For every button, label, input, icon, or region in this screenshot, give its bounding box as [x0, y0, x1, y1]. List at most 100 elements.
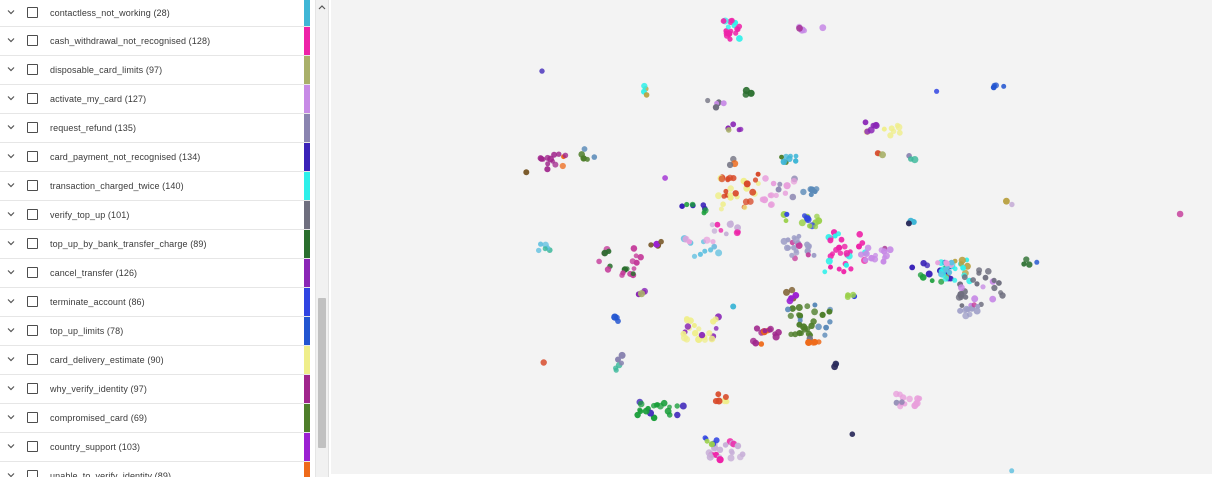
- scatter-point[interactable]: [1176, 210, 1184, 218]
- category-checkbox[interactable]: [27, 354, 38, 365]
- scatter-point[interactable]: [631, 266, 637, 271]
- scatter-point[interactable]: [795, 304, 803, 311]
- scatter-point[interactable]: [630, 271, 636, 277]
- scatter-point[interactable]: [943, 259, 949, 265]
- scatter-point[interactable]: [935, 260, 941, 266]
- scatter-point[interactable]: [812, 189, 818, 195]
- scatter-point[interactable]: [925, 270, 933, 278]
- chevron-down-icon[interactable]: [6, 64, 16, 74]
- scatter-point[interactable]: [843, 262, 850, 268]
- scatter-point[interactable]: [899, 394, 907, 401]
- scatter-point[interactable]: [976, 270, 982, 276]
- scatter-point[interactable]: [899, 399, 905, 405]
- scatter-point[interactable]: [863, 250, 870, 257]
- category-row[interactable]: cash_withdrawal_not_recognised (128): [0, 27, 310, 56]
- scatter-point[interactable]: [637, 254, 644, 261]
- scatter-point[interactable]: [1034, 259, 1040, 265]
- scatter-point[interactable]: [770, 180, 777, 187]
- scatter-point[interactable]: [633, 253, 639, 259]
- scatter-point[interactable]: [722, 442, 729, 448]
- scatter-point[interactable]: [958, 256, 966, 264]
- scatter-point[interactable]: [674, 411, 681, 419]
- scatter-point[interactable]: [827, 237, 834, 244]
- scatter-point[interactable]: [788, 153, 793, 159]
- scatter-point[interactable]: [980, 284, 986, 290]
- scatter-point[interactable]: [822, 269, 828, 275]
- scatter-point[interactable]: [711, 243, 718, 250]
- scatter-point[interactable]: [767, 325, 774, 333]
- category-checkbox[interactable]: [27, 412, 38, 423]
- chevron-down-icon[interactable]: [6, 180, 16, 190]
- scatter-point[interactable]: [615, 356, 621, 363]
- scatter-point[interactable]: [1026, 261, 1033, 268]
- scatter-point[interactable]: [708, 335, 716, 343]
- scatter-point[interactable]: [734, 26, 740, 32]
- scatter-point[interactable]: [762, 328, 768, 334]
- scatter-point[interactable]: [811, 308, 818, 316]
- scroll-up-button[interactable]: [316, 0, 328, 14]
- category-checkbox[interactable]: [27, 325, 38, 336]
- chevron-down-icon[interactable]: [6, 470, 16, 477]
- scatter-point[interactable]: [1009, 468, 1015, 474]
- scatter-point[interactable]: [725, 177, 731, 183]
- scatter-point[interactable]: [540, 359, 547, 366]
- chevron-down-icon[interactable]: [6, 383, 16, 393]
- scatter-point[interactable]: [715, 249, 723, 257]
- scatter-point[interactable]: [783, 182, 791, 190]
- scatter-point[interactable]: [767, 202, 774, 208]
- scatter-point[interactable]: [814, 213, 820, 220]
- scatter-point[interactable]: [729, 450, 735, 456]
- scatter-point[interactable]: [796, 312, 802, 318]
- scatter-point[interactable]: [758, 341, 765, 347]
- scatter-point[interactable]: [813, 224, 819, 230]
- scatter-point[interactable]: [971, 295, 979, 303]
- scatter-point[interactable]: [864, 244, 872, 252]
- scatter-point[interactable]: [785, 237, 791, 243]
- scatter-point[interactable]: [893, 390, 900, 398]
- scatter-point[interactable]: [686, 239, 693, 245]
- scatter-point[interactable]: [734, 224, 741, 232]
- scatter-point[interactable]: [888, 125, 895, 132]
- scatter-point[interactable]: [637, 400, 645, 408]
- chevron-down-icon[interactable]: [6, 354, 16, 364]
- scatter-point[interactable]: [816, 339, 822, 345]
- scatter-point[interactable]: [783, 153, 790, 160]
- scatter-point[interactable]: [801, 28, 808, 34]
- scatter-point[interactable]: [970, 277, 976, 283]
- scatter-point[interactable]: [674, 403, 680, 409]
- scatter-point[interactable]: [642, 407, 650, 415]
- scatter-point[interactable]: [929, 278, 935, 284]
- scatter-point[interactable]: [934, 88, 940, 94]
- scatter-point[interactable]: [701, 210, 707, 216]
- scatter-point[interactable]: [909, 264, 916, 271]
- scatter-point[interactable]: [808, 192, 814, 198]
- scatter-point[interactable]: [727, 454, 735, 462]
- scatter-point[interactable]: [985, 268, 992, 275]
- category-checkbox[interactable]: [27, 209, 38, 220]
- category-checkbox[interactable]: [27, 383, 38, 394]
- scatter-point[interactable]: [679, 402, 687, 410]
- scatter-point[interactable]: [708, 247, 714, 253]
- scatter-point[interactable]: [793, 158, 799, 164]
- scatter-point[interactable]: [604, 266, 612, 273]
- scatter-point[interactable]: [858, 251, 865, 258]
- category-checkbox[interactable]: [27, 470, 38, 477]
- scatter-point[interactable]: [896, 129, 903, 136]
- scatter-point[interactable]: [796, 24, 803, 32]
- scatter-point[interactable]: [611, 313, 619, 321]
- scatter-point[interactable]: [958, 284, 965, 292]
- scatter-point[interactable]: [880, 258, 887, 265]
- chevron-down-icon[interactable]: [6, 7, 16, 17]
- scatter-point[interactable]: [722, 394, 729, 400]
- scatter-point[interactable]: [720, 201, 726, 207]
- scatter-point[interactable]: [882, 252, 890, 260]
- scatter-point[interactable]: [897, 403, 904, 410]
- scatter-point[interactable]: [908, 156, 914, 162]
- scatter-point[interactable]: [920, 260, 927, 267]
- scatter-point[interactable]: [961, 274, 968, 281]
- scatter-point[interactable]: [732, 190, 739, 197]
- scatter-point[interactable]: [641, 82, 648, 90]
- scatter-point[interactable]: [716, 446, 724, 453]
- scatter-point[interactable]: [715, 397, 723, 405]
- scatter-point[interactable]: [792, 292, 800, 299]
